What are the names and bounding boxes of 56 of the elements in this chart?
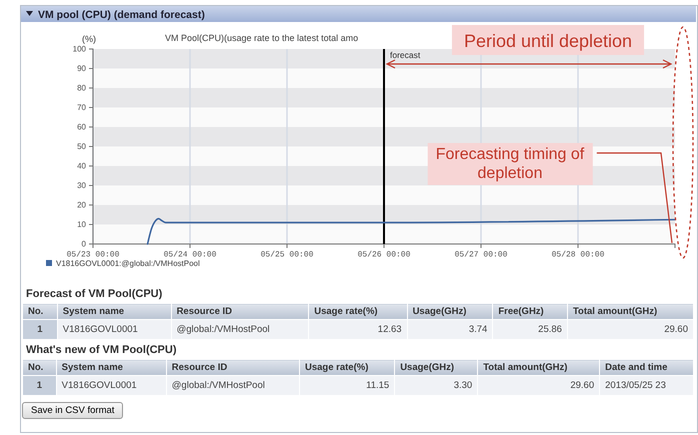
text: Save in CSV format	[22, 402, 124, 419]
text: Usage(GHz)	[394, 360, 478, 376]
x-tick-label: 05/27 00:00	[454, 250, 508, 260]
chart-title: VM pool (CPU) (demand forecast)	[38, 9, 205, 21]
y-tick-label: 100	[72, 44, 87, 54]
y-tick-label: 60	[77, 122, 87, 132]
text: What's new of VM Pool(CPU)	[26, 344, 178, 356]
y-tick-label: 40	[77, 162, 87, 171]
text: System name	[56, 360, 166, 376]
y-tick-label: 90	[77, 64, 87, 74]
text: No.	[22, 360, 56, 376]
x-tick-label: 05/28 00:00	[552, 250, 605, 260]
y-tick-label: 70	[77, 103, 87, 112]
x-tick-label: 05/24 00:00	[164, 250, 217, 260]
text: Total amount(GHz)	[567, 304, 694, 320]
y-axis-title: (%)	[82, 34, 96, 44]
text: Date and time	[600, 360, 694, 376]
ref-line-label: forecast	[390, 50, 421, 60]
text: @global:/VMHostPool	[171, 320, 309, 340]
text: 2013/05/25 23	[600, 376, 694, 396]
text: Resource ID	[166, 360, 300, 376]
y-tick-label: 20	[77, 200, 87, 210]
x-tick-label: 05/23 00:00	[66, 250, 120, 260]
text: 3.74	[407, 320, 493, 340]
text: No.	[22, 304, 58, 320]
text: V1816GOVL0001	[56, 376, 166, 396]
x-tick-label: 05/26 00:00	[358, 250, 411, 260]
text: Usage rate(%)	[300, 360, 395, 376]
text: 29.60	[478, 376, 600, 396]
text: 25.86	[492, 320, 568, 340]
x-tick-label: 05/25 00:00	[260, 250, 314, 260]
text: 1	[22, 320, 58, 340]
legend-label: V1816GOVL0001:@global:/VMHostPool	[56, 259, 200, 268]
y-tick-label: 10	[77, 220, 87, 230]
text: 12.63	[308, 320, 408, 340]
y-tick-label: 30	[77, 181, 87, 190]
text: Usage rate(%)	[308, 304, 408, 320]
annotation: Period until depletion	[464, 31, 632, 51]
text: @global:/VMHostPool	[166, 376, 300, 396]
text: 3.30	[394, 376, 478, 396]
y-tick-label: 0	[82, 240, 87, 249]
y-tick-label: 50	[77, 142, 87, 152]
chart-subtitle: VM Pool(CPU)(usage rate to the latest total amo	[165, 33, 358, 43]
text: Usage(GHz)	[407, 304, 493, 320]
text: System name	[57, 304, 172, 320]
line-series	[146, 218, 676, 245]
text: Forecast of VM Pool(CPU)	[26, 288, 164, 300]
text: 11.15	[300, 376, 395, 396]
text: Total amount(GHz)	[478, 360, 600, 376]
text: 29.60	[567, 320, 694, 340]
text: Free(GHz)	[492, 304, 568, 320]
text: 1	[22, 376, 56, 396]
annotation: Forecasting timing of depletion	[436, 146, 585, 182]
text: Resource ID	[171, 304, 309, 320]
y-tick-label: 80	[77, 84, 87, 93]
text: V1816GOVL0001	[57, 320, 172, 340]
